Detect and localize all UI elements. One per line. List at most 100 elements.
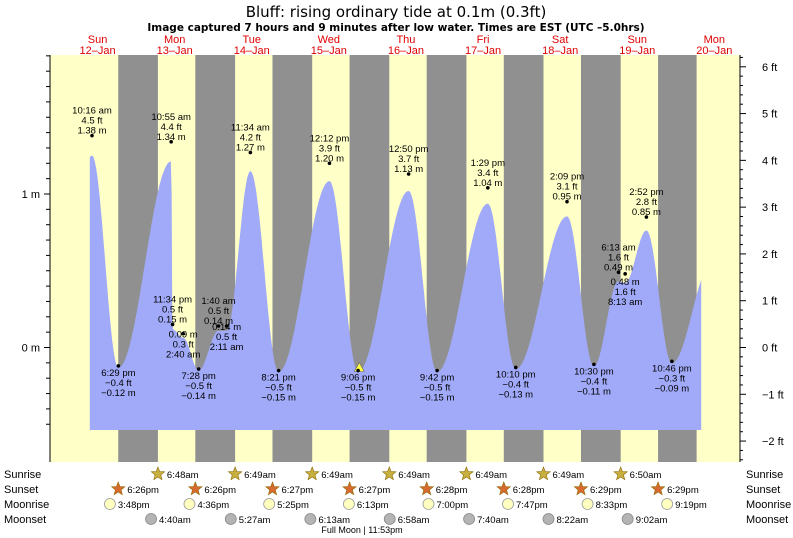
- moonrise-time: 8:33pm: [596, 500, 628, 511]
- tide-point: [196, 367, 201, 371]
- tide-annotation: 10:46 pm−0.3 ft−0.09 m: [652, 359, 692, 394]
- tide-annotation-text: 4.2 ft: [240, 133, 261, 144]
- tide-annotation-text: 2:09 pm: [550, 172, 584, 183]
- sunset-icon: [496, 481, 512, 496]
- tide-annotation-text: 2:40 am: [166, 350, 200, 361]
- moonset-time: 6:13am: [318, 515, 350, 526]
- sunset-icon: [573, 481, 589, 496]
- moonrise-time: 6:13pm: [357, 500, 389, 511]
- tide-annotation-text: 0.48 m: [611, 277, 640, 288]
- moonset-icon: [542, 513, 555, 525]
- left-tick-label: 1 m: [22, 189, 40, 201]
- tide-annotation-text: 3.7 ft: [398, 154, 419, 165]
- right-tick-label: 5 ft: [762, 109, 777, 121]
- tide-point: [169, 140, 173, 144]
- tide-annotation-text: 0.49 m: [604, 262, 633, 273]
- tide-point: [248, 150, 253, 155]
- tide-area: [89, 155, 702, 430]
- tide-annotation-text: 0.09 m: [169, 330, 198, 341]
- tide-annotation-text: −0.5 ft: [265, 383, 292, 394]
- sunrise-time: 6:48am: [167, 470, 199, 481]
- tide-annotation-text: −0.3 ft: [659, 373, 686, 384]
- tide-annotation-text: 4.4 ft: [161, 122, 182, 133]
- tide-annotation-text: −0.15 m: [341, 393, 376, 404]
- moonset-icon: [224, 513, 237, 525]
- tide-point: [670, 359, 674, 364]
- tide-annotation-text: 10:46 pm: [652, 363, 692, 374]
- tide-annotation: 10:30 pm−0.4 ft−0.11 m: [574, 362, 614, 397]
- tide-annotation-text: −0.5 ft: [424, 383, 451, 394]
- day-date-label: 18–Jan: [542, 45, 578, 57]
- tide-annotation-text: 11:34 am: [231, 123, 270, 134]
- chart-title: Bluff: rising ordinary tide at 0.1m (0.3…: [246, 3, 547, 21]
- sunrise-icon: [458, 466, 474, 481]
- moonset-time: 6:58am: [398, 515, 430, 526]
- tide-annotation-text: −0.15 m: [420, 393, 455, 404]
- tide-annotation-text: −0.13 m: [498, 389, 533, 400]
- row-label-sunset-right: Sunset: [746, 484, 780, 496]
- sunset-time: 6:26pm: [127, 485, 159, 496]
- sunset-icon: [342, 481, 358, 496]
- right-tick-label: 0 ft: [762, 343, 777, 355]
- row-label-sunrise-left: Sunrise: [4, 469, 41, 481]
- tide-annotation-text: −0.11 m: [577, 386, 611, 397]
- tide-annotation-text: 1.20 m: [315, 153, 344, 164]
- tide-point: [565, 199, 569, 204]
- tide-annotation-text: 0.14 m: [204, 316, 233, 327]
- tide-point: [435, 368, 439, 373]
- day-date-label: 19–Jan: [619, 45, 655, 57]
- tide-annotation: 1:40 am0.5 ft0.14 m: [201, 296, 236, 328]
- sunset-time: 6:28pm: [513, 485, 545, 496]
- tide-annotation-text: 1:29 pm: [471, 158, 505, 169]
- tide-area-path: [89, 155, 702, 430]
- tide-annotation-text: −0.09 m: [655, 383, 690, 394]
- moonrise-time: 4:36pm: [197, 500, 229, 511]
- tide-annotation-text: 6:13 am: [601, 242, 635, 253]
- tide-point: [356, 368, 360, 373]
- day-name-label: Thu: [396, 34, 415, 46]
- moonset-time: 4:40am: [159, 515, 191, 526]
- day-name-label: Sat: [552, 34, 569, 46]
- tide-annotation-text: 0.85 m: [632, 207, 661, 218]
- tide-annotation: 1:29 pm3.4 ft1.04 m: [471, 158, 505, 190]
- day-date-label: 16–Jan: [388, 45, 424, 57]
- tide-annotation-text: 9:42 pm: [420, 373, 454, 384]
- chart-subtitle: Image captured 7 hours and 9 minutes aft…: [147, 22, 644, 34]
- moonset-icon: [463, 513, 475, 525]
- moonrise-icon: [342, 498, 355, 510]
- tide-annotation-text: 10:16 am: [72, 106, 112, 117]
- right-tick-label: 3 ft: [762, 202, 777, 214]
- row-label-moonset-left: Moonset: [4, 514, 46, 526]
- moonset-icon: [145, 513, 157, 525]
- moonset-time: 8:22am: [557, 515, 589, 526]
- sunrise-time: 6:49am: [321, 470, 353, 481]
- tide-annotation: 11:34 am4.2 ft1.27 m: [231, 123, 270, 155]
- moonset-time: 9:02am: [636, 515, 668, 526]
- tide-annotation-text: 0.5 ft: [208, 306, 229, 317]
- tide-point: [327, 161, 332, 166]
- tide-annotation-text: 9:06 pm: [341, 373, 375, 384]
- sunrise-time: 6:49am: [475, 470, 507, 481]
- row-label-moonrise-left: Moonrise: [4, 499, 49, 511]
- sunrise-icon: [304, 466, 320, 481]
- tide-annotations: 10:16 am4.5 ft1.38 m6:29 pm−0.4 ft−0.12 …: [72, 106, 692, 404]
- moonrise-icon: [581, 498, 594, 510]
- tide-annotation: 10:55 am4.4 ft1.34 m: [151, 112, 191, 144]
- tide-point: [623, 272, 627, 276]
- sunrise-icon: [613, 466, 629, 481]
- right-tick-label: −2 ft: [762, 436, 784, 448]
- sunrise-time: 6:50am: [630, 470, 662, 481]
- tide-annotation-text: 2.8 ft: [636, 197, 657, 208]
- moonrise-time: 7:00pm: [436, 500, 468, 511]
- tide-point: [224, 324, 229, 328]
- day-date-label: 15–Jan: [311, 45, 347, 57]
- sunrise-time: 6:49am: [398, 470, 430, 481]
- sunrise-icon: [381, 466, 397, 481]
- tide-annotation-text: 0.14 m: [212, 322, 241, 333]
- sunset-time: 6:29pm: [667, 485, 699, 496]
- tide-annotation: 8:21 pm−0.5 ft−0.15 m: [261, 368, 296, 404]
- tide-annotation-text: 4.5 ft: [81, 116, 102, 127]
- tide-annotation-text: 1.6 ft: [608, 252, 629, 263]
- moonrise-time: 3:48pm: [118, 500, 150, 511]
- tide-annotation-text: 10:10 pm: [496, 369, 536, 380]
